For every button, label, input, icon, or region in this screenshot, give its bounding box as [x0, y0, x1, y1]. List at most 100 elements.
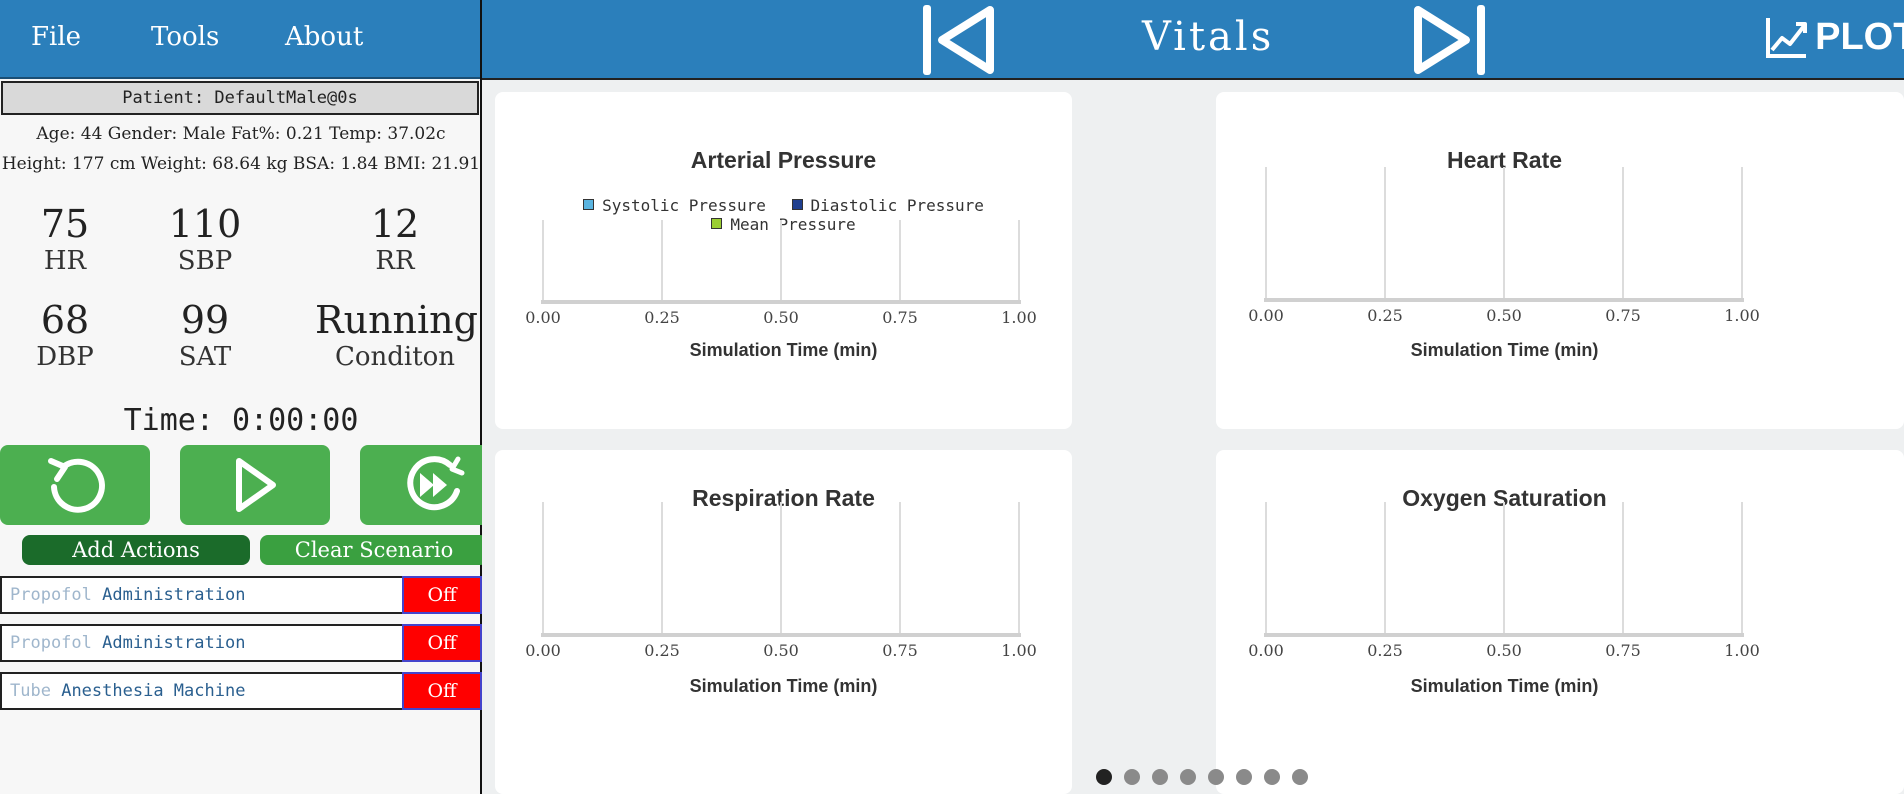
pagination-dot[interactable] [1264, 769, 1280, 785]
action-toggle[interactable]: Off [402, 624, 482, 662]
pagination-dot[interactable] [1180, 769, 1196, 785]
x-tick-label: 0.50 [1486, 306, 1522, 325]
pagination-dot[interactable] [1208, 769, 1224, 785]
legend-item-systolic[interactable]: Systolic Pressure [583, 196, 766, 215]
action-drug: Propofol [10, 585, 92, 605]
vital-value: Running [315, 298, 478, 342]
action-name[interactable]: Propofol Administration [0, 624, 404, 662]
page-title: Vitals [1142, 14, 1275, 60]
x-tick-label: 0.00 [525, 308, 561, 327]
menu-bar: File Tools About [0, 0, 480, 79]
action-drug: Tube [10, 681, 51, 701]
x-axis-title: Simulation Time (min) [689, 340, 878, 360]
vital-label: SBP [177, 246, 233, 276]
legend-swatch [583, 199, 595, 210]
legend-label: Mean Pressure [730, 215, 856, 234]
chart-title: Respiration Rate [692, 485, 875, 511]
menu-file[interactable]: File [31, 22, 82, 52]
action-toggle[interactable]: Off [402, 672, 482, 710]
x-tick-label: 1.00 [1724, 306, 1760, 325]
menu-about[interactable]: About [285, 22, 364, 52]
pagination-dot[interactable] [1124, 769, 1140, 785]
plots-logo[interactable]: PLOTS [1764, 14, 1904, 64]
pagination-dot[interactable] [1236, 769, 1252, 785]
x-tick-label: 0.50 [763, 308, 799, 327]
pagination-dot[interactable] [1152, 769, 1168, 785]
menu-tools[interactable]: Tools [151, 22, 220, 52]
time-label: Time: [123, 403, 214, 438]
vital-label: Conditon [334, 342, 456, 372]
legend-item-mean[interactable]: Mean Pressure [711, 215, 856, 234]
x-tick-label: 1.00 [1724, 641, 1760, 660]
x-tick-label: 0.25 [644, 641, 680, 660]
vital-value: 75 [40, 202, 90, 246]
simulation-time: Time: 0:00:00 [0, 403, 482, 438]
x-tick-label: 0.25 [1367, 641, 1403, 660]
x-tick-label: 0.75 [1605, 306, 1641, 325]
legend-label: Diastolic Pressure [810, 196, 984, 215]
x-tick-label: 0.25 [644, 308, 680, 327]
pagination-dot[interactable] [1292, 769, 1308, 785]
logo-text: PLOTS [1815, 16, 1904, 58]
vital-label: RR [375, 246, 415, 276]
action-toggle[interactable]: Off [402, 576, 482, 614]
x-tick-label: 0.00 [1248, 306, 1284, 325]
top-bar: Vitals PLOTS [482, 0, 1904, 80]
chart-card-oxygen-saturation: Oxygen Saturation Simulation Time (min) … [1216, 450, 1904, 794]
chart-legend: Systolic Pressure Diastolic Pressure Mea… [495, 196, 1072, 234]
x-tick-label: 1.00 [1001, 641, 1037, 660]
vital-value: 68 [40, 298, 90, 342]
clear-scenario-button[interactable]: Clear Scenario [260, 535, 488, 565]
vital-sbp: 110 SBP [155, 202, 255, 276]
x-tick-label: 0.25 [1367, 306, 1403, 325]
reset-button[interactable] [0, 445, 150, 525]
chart-trend-icon [1766, 18, 1807, 58]
legend-swatch [711, 218, 723, 229]
action-row: Tube Anesthesia Machine Off [0, 672, 482, 710]
x-axis-title: Simulation Time (min) [689, 676, 878, 696]
time-value: 0:00:00 [231, 403, 359, 438]
previous-page-icon[interactable] [920, 2, 1000, 78]
play-button[interactable] [180, 445, 330, 525]
x-tick-label: 0.75 [1605, 641, 1641, 660]
action-name[interactable]: Tube Anesthesia Machine [0, 672, 404, 710]
chart-plot-heart-rate [1264, 167, 1744, 302]
x-tick-label: 0.75 [882, 308, 918, 327]
vital-value: 99 [180, 298, 230, 342]
vital-label: DBP [36, 342, 94, 372]
action-row: Propofol Administration Off [0, 576, 482, 614]
chart-card-respiration-rate: Respiration Rate Simulation Time (min) 0… [495, 450, 1072, 794]
vital-dbp: 68 DBP [25, 298, 105, 372]
action-name[interactable]: Propofol Administration [0, 576, 404, 614]
x-tick-label: 0.50 [1486, 641, 1522, 660]
vital-condition: Running Conditon [315, 298, 478, 372]
legend-item-diastolic[interactable]: Diastolic Pressure [791, 196, 984, 215]
vital-label: SAT [178, 342, 232, 372]
chart-plot-arterial-pressure [541, 220, 1021, 304]
x-axis-title: Simulation Time (min) [1410, 676, 1599, 696]
play-icon [236, 458, 276, 512]
patient-info-line-1: Age: 44 Gender: Male Fat%: 0.21 Temp: 37… [36, 124, 446, 144]
vital-value: 12 [370, 202, 420, 246]
add-actions-button[interactable]: Add Actions [22, 535, 250, 565]
vital-label: HR [43, 246, 87, 276]
action-kind: Administration [102, 633, 246, 653]
pagination-dot[interactable] [1096, 769, 1112, 785]
chart-plot-oxygen-saturation [1264, 502, 1744, 637]
action-drug: Propofol [10, 633, 92, 653]
charts-area: Arterial Pressure Systolic Pressure Dias… [482, 80, 1904, 794]
legend-swatch [791, 199, 803, 210]
fast-forward-icon [407, 456, 465, 511]
restart-icon [48, 458, 105, 513]
x-axis-title: Simulation Time (min) [1410, 340, 1599, 360]
action-kind: Administration [102, 585, 246, 605]
chart-plot-respiration-rate [541, 502, 1021, 637]
patient-info-line-2: Height: 177 cm Weight: 68.64 kg BSA: 1.8… [1, 154, 481, 174]
x-tick-label: 0.00 [1248, 641, 1284, 660]
x-tick-label: 0.00 [525, 641, 561, 660]
next-page-icon[interactable] [1410, 2, 1490, 78]
x-tick-label: 1.00 [1001, 308, 1037, 327]
vital-hr: 75 HR [25, 202, 105, 276]
chart-title: Arterial Pressure [690, 147, 877, 173]
x-tick-label: 0.75 [882, 641, 918, 660]
